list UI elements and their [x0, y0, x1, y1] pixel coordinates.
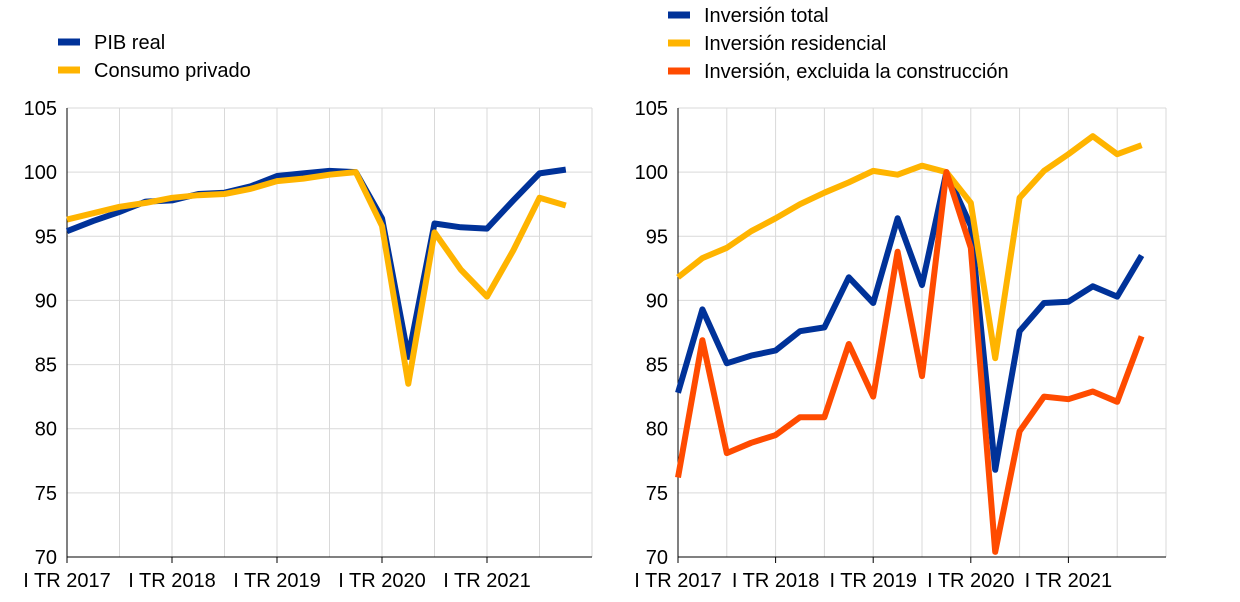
series-line-inversion-excluida-la-construccion — [675, 169, 1145, 555]
y-tick-label: 70 — [35, 547, 57, 569]
y-tick-label: 75 — [646, 483, 668, 505]
y-tick-label: 105 — [24, 98, 57, 120]
x-tick-label: I TR 2018 — [732, 570, 819, 592]
y-tick-label: 85 — [646, 355, 668, 377]
legend-label-inversion-total: Inversión total — [704, 5, 829, 27]
legend-label-inversion-excluida-la-construccion: Inversión, excluida la construcción — [704, 61, 1009, 83]
right-panel-chart: 70 75 80 85 90 95 100 105 I TR 2017 I TR 2018 I TR… — [634, 5, 1167, 592]
series-line-pib-real — [65, 166, 567, 360]
x-tick-label: I TR 2021 — [443, 570, 530, 592]
x-tick-label: I TR 2020 — [338, 570, 425, 592]
y-tick-label: 85 — [35, 355, 57, 377]
y-tick-label: 100 — [635, 162, 668, 184]
y-tick-label: 105 — [635, 98, 668, 120]
y-tick-label: 80 — [35, 419, 57, 441]
legend-label-consumo-privado: Consumo privado — [94, 60, 251, 82]
x-tick-label: I TR 2017 — [634, 570, 721, 592]
y-tick-label: 70 — [646, 547, 668, 569]
y-tick-label: 100 — [24, 162, 57, 184]
x-tick-label: I TR 2019 — [829, 570, 916, 592]
legend-label-inversion-residencial: Inversión residencial — [704, 33, 886, 55]
x-tick-label: I TR 2020 — [927, 570, 1014, 592]
x-tick-label: I TR 2021 — [1025, 570, 1112, 592]
series-line-consumo-privado — [66, 169, 567, 387]
series-line-inversion-total — [675, 169, 1145, 473]
legend-label-pib-real: PIB real — [94, 32, 165, 54]
y-tick-label: 95 — [646, 226, 668, 248]
x-tick-label: I TR 2017 — [23, 570, 110, 592]
series-line-inversion-residencial — [676, 133, 1143, 362]
x-tick-label: I TR 2018 — [128, 570, 215, 592]
left-panel-chart: 70 75 80 85 90 95 100 105 I TR 2017 I TR 2018 I TR… — [23, 32, 593, 592]
y-tick-label: 95 — [35, 226, 57, 248]
y-tick-label: 80 — [646, 419, 668, 441]
y-tick-label: 90 — [35, 290, 57, 312]
y-tick-label: 90 — [646, 290, 668, 312]
x-tick-label: I TR 2019 — [233, 570, 320, 592]
y-tick-label: 75 — [35, 483, 57, 505]
